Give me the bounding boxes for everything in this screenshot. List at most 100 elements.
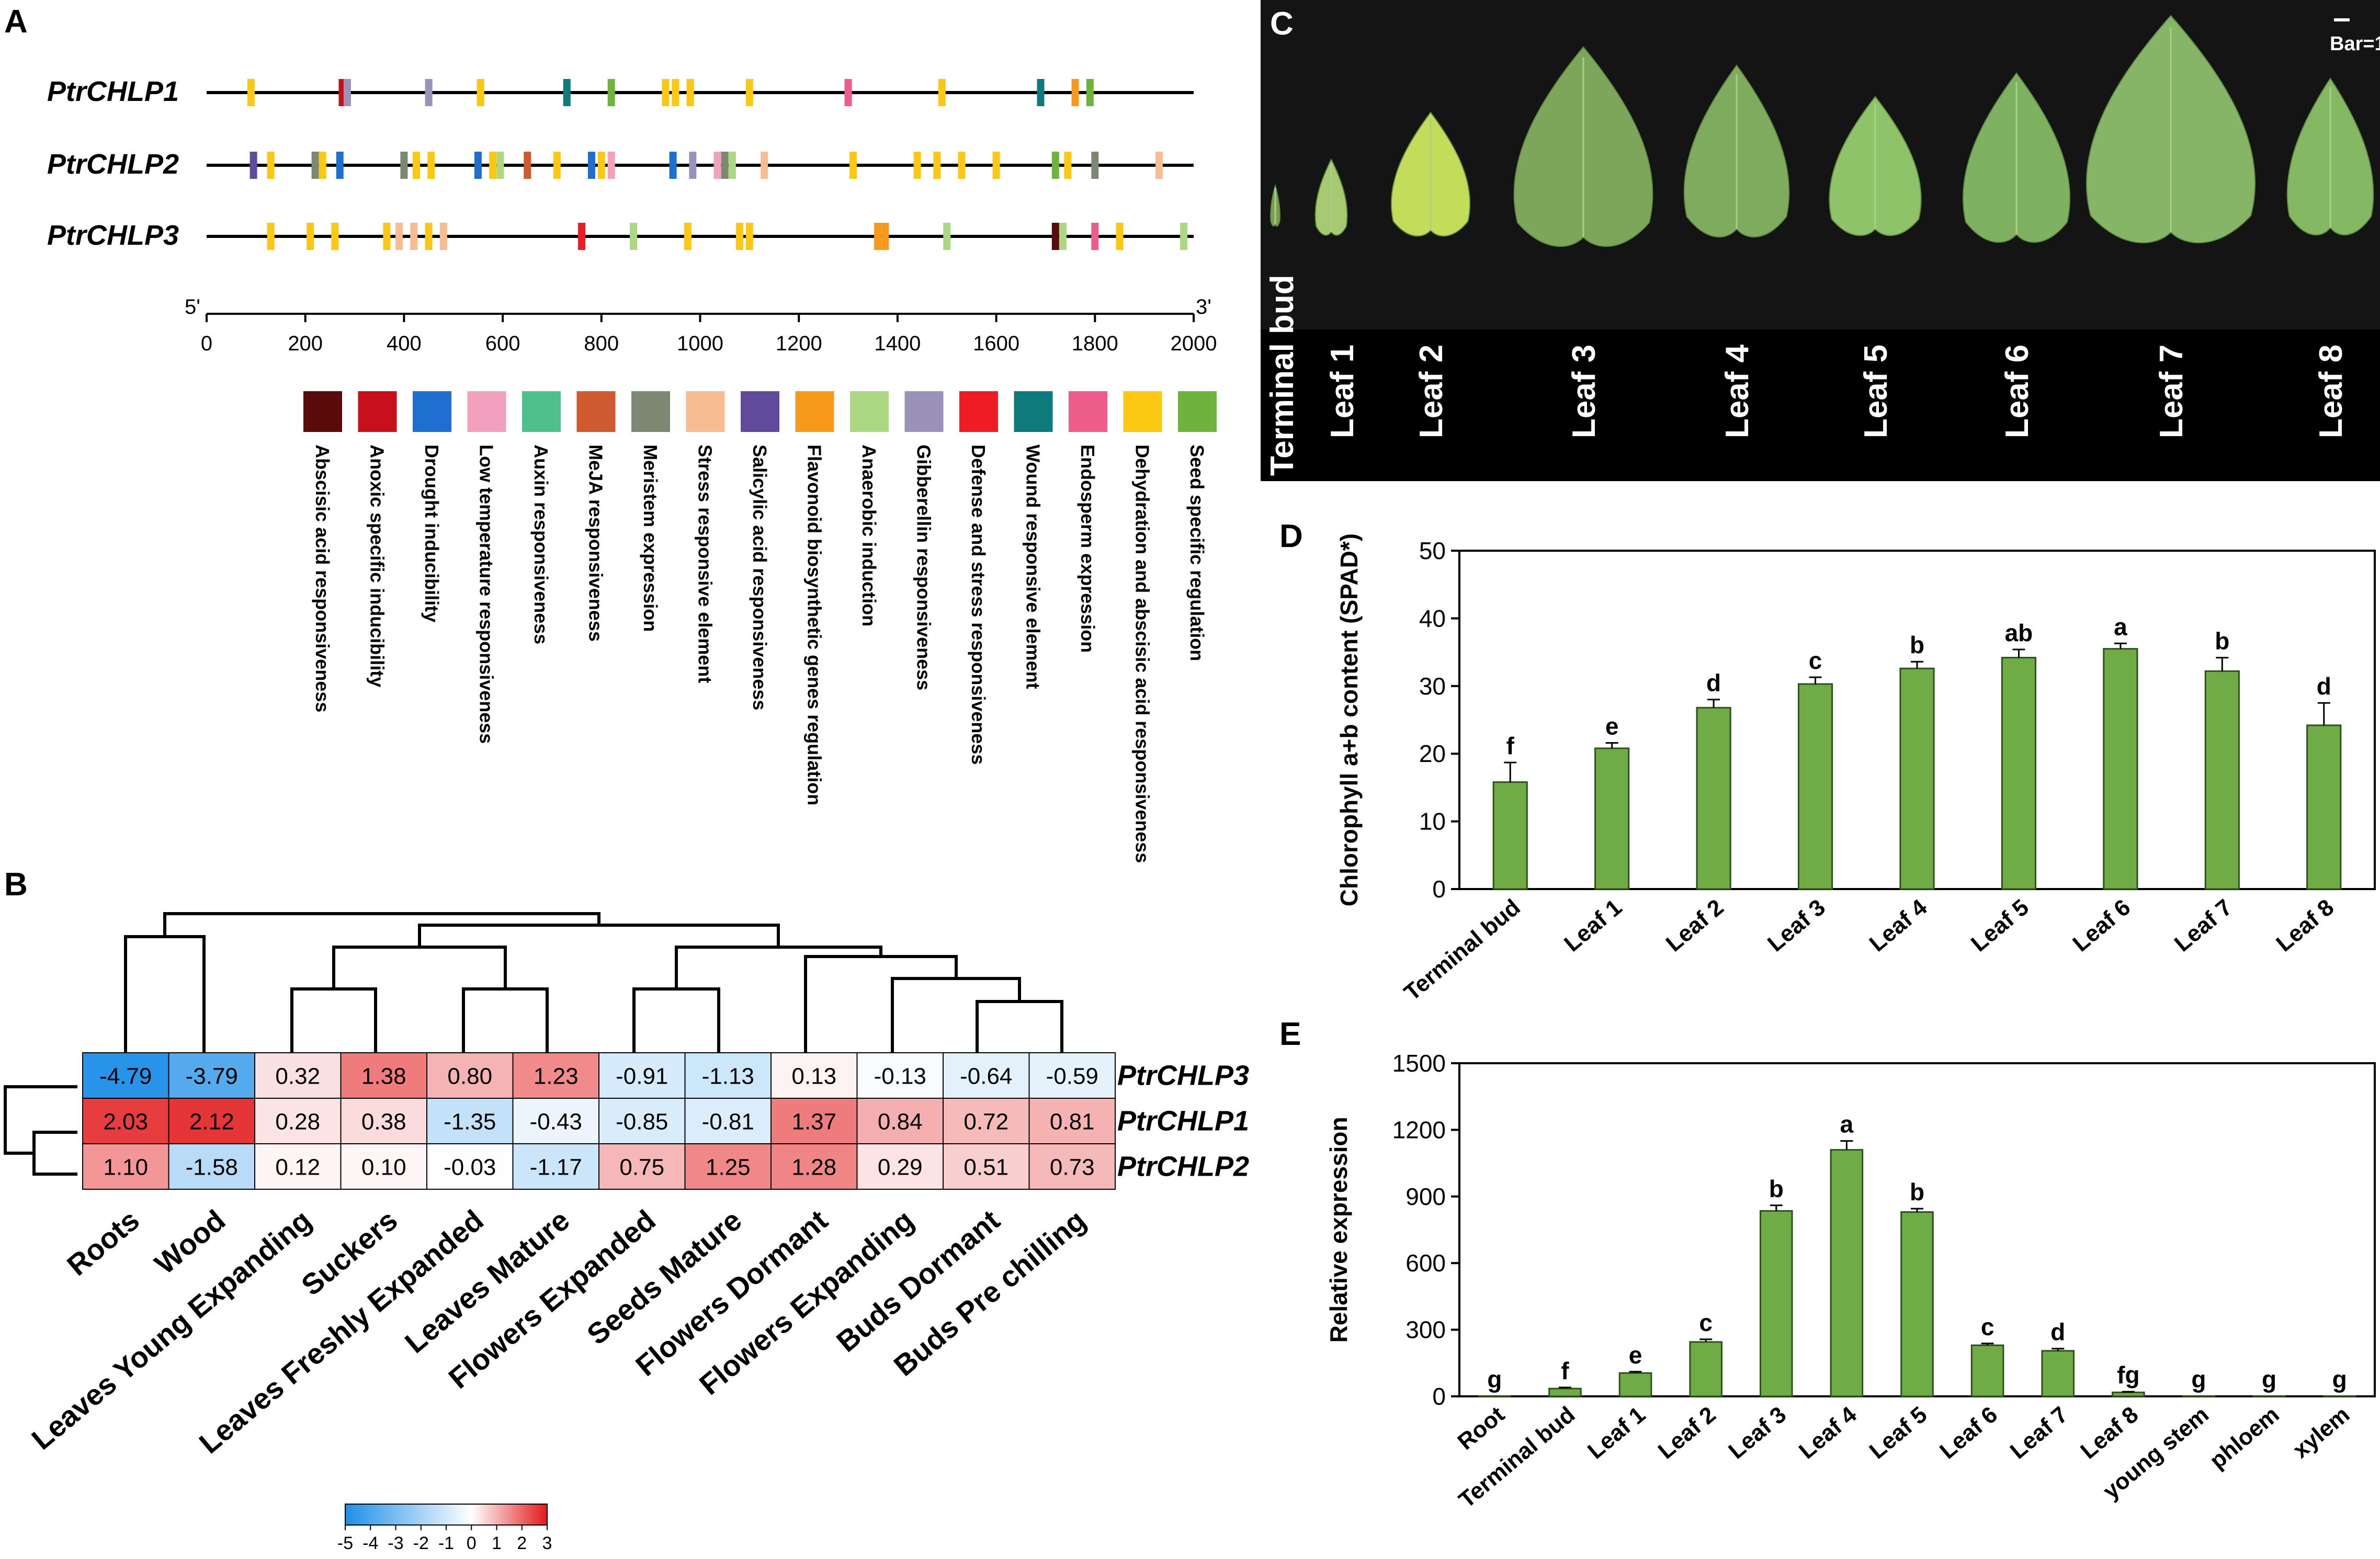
legend-swatch	[576, 391, 616, 432]
scale-bar-label: Bar=1cm	[2330, 33, 2380, 55]
dendro-root	[163, 912, 600, 937]
heatmap-cell	[512, 1143, 599, 1190]
legend-label: Low temperature responsiveness	[476, 445, 497, 744]
heatmap-cell	[512, 1052, 599, 1099]
cis-element-mark	[745, 79, 753, 106]
heatmap-cell	[426, 1052, 514, 1099]
heatmap-value: -4.79	[99, 1064, 152, 1089]
panel-b-letter: B	[4, 867, 28, 903]
x-tick-label: Terminal bud	[1399, 894, 1525, 1006]
cis-element-mark	[684, 223, 692, 250]
x-tick-label: Leaf 2	[1653, 1402, 1721, 1464]
legend-label: Gibberellin responsiveness	[913, 445, 935, 690]
significance-letter: c	[1809, 647, 1822, 674]
dendro-chlp3	[4, 1085, 77, 1155]
cis-element-mark	[1091, 152, 1099, 179]
heatmap-value: 0.75	[619, 1155, 664, 1180]
dendro-flowers-group	[675, 946, 882, 989]
significance-letter: d	[2050, 1318, 2065, 1346]
panel-b: B -4.79 -3.79 0.32 1.38 0.80 1.23 -0.91 -1.13 0.…	[4, 867, 1249, 1553]
x-tick-label: Leaf 5	[1966, 894, 2034, 957]
heatmap-cell	[684, 1098, 772, 1144]
x-tick-label: Leaf 1	[1583, 1402, 1650, 1464]
legend-label: Endosperm expression	[1077, 445, 1098, 653]
leaf-label: Leaf 4	[1719, 344, 1755, 438]
heatmap-value: -0.59	[1046, 1064, 1098, 1089]
leaf-label: Terminal bud	[1264, 275, 1300, 476]
significance-letter: g	[2332, 1366, 2347, 1393]
heatmap-cell	[943, 1143, 1030, 1190]
legend-swatch	[795, 391, 834, 432]
bar	[1899, 667, 1935, 890]
cis-element-mark	[474, 152, 482, 179]
panel-e-letter: E	[1279, 1016, 1301, 1052]
bar	[1759, 1210, 1793, 1397]
heatmap-gene-label: PtrCHLP2	[1117, 1151, 1249, 1182]
heatmap-value: 1.23	[534, 1064, 579, 1089]
cis-element-mark	[881, 223, 889, 250]
heatmap-cell	[598, 1052, 686, 1099]
heatmap-cell	[943, 1098, 1030, 1144]
scale-start-label: 5'	[185, 295, 200, 318]
heatmap-value: -0.81	[702, 1109, 754, 1135]
heatmap-cell	[770, 1098, 858, 1144]
legend-label: MeJA responsiveness	[585, 445, 607, 642]
cis-element-mark	[721, 152, 729, 179]
colorbar	[345, 1504, 548, 1526]
heatmap-value: 0.28	[275, 1109, 320, 1135]
cis-element-mark	[1116, 223, 1124, 250]
heatmap-value: -1.35	[444, 1109, 496, 1135]
cis-element-mark	[849, 152, 857, 179]
heatmap-cell	[512, 1098, 599, 1144]
legend-swatch	[741, 391, 779, 432]
heatmap-value: -1.17	[530, 1155, 582, 1180]
bar	[1689, 1341, 1722, 1397]
significance-letter: ab	[2005, 619, 2033, 646]
heatmap-tissue-label: Roots	[61, 1203, 145, 1282]
bar	[1696, 707, 1731, 890]
bar	[2204, 670, 2240, 890]
heatmap-cell	[1028, 1143, 1116, 1190]
y-tick-label: 30	[1419, 673, 1446, 700]
x-tick-label: Leaf 3	[1724, 1402, 1791, 1464]
cis-element-mark	[489, 152, 497, 179]
cis-element-mark	[1059, 223, 1067, 250]
dendro-right-group	[418, 924, 780, 947]
x-tick-label: Leaf 2	[1661, 894, 1729, 957]
cis-element-mark	[1155, 152, 1163, 179]
dendro-chlp1-chlp2	[32, 1131, 77, 1176]
legend-label: Auxin responsiveness	[530, 445, 552, 644]
leaf-label: Leaf 3	[1566, 345, 1602, 438]
y-axis-label: Chlorophyll a+b content (SPAD*)	[1335, 533, 1363, 906]
panel-a: A PtrCHLP1 PtrCHLP2 PtrCHLP3 5' 3' 0 200 400 60…	[4, 4, 1217, 863]
significance-letter: c	[1981, 1313, 1994, 1340]
gene-label-ptrchlp3: PtrCHLP3	[47, 220, 179, 251]
cis-element-mark	[319, 152, 326, 179]
scale-tick-label: 1000	[677, 332, 723, 355]
cis-element-mark	[267, 223, 275, 250]
cis-element-mark	[938, 79, 946, 106]
heatmap-value: -1.13	[702, 1064, 754, 1089]
colorbar-tick-label: 2	[517, 1533, 527, 1553]
legend-swatch	[522, 391, 561, 432]
heatmap-value: 1.28	[791, 1155, 836, 1180]
bar	[1830, 1149, 1864, 1397]
cis-element-mark	[874, 223, 882, 250]
x-tick-label: Leaf 7	[2170, 894, 2237, 957]
heatmap-value: 1.37	[791, 1109, 836, 1135]
heatmap-value: -0.03	[444, 1155, 496, 1180]
bar	[2041, 1350, 2075, 1397]
dendro-fe-sm	[632, 987, 720, 1053]
legend-swatch	[631, 391, 670, 432]
scale-tick-label: 2000	[1171, 332, 1217, 355]
cis-element-mark	[331, 223, 339, 250]
x-tick-label: Leaf 5	[1865, 1402, 1932, 1464]
colorbar-tick-label: -2	[413, 1533, 429, 1553]
bar	[1618, 1372, 1652, 1397]
significance-letter: b	[1769, 1175, 1784, 1202]
cis-element-mark	[477, 79, 484, 106]
y-tick-label: 40	[1419, 605, 1446, 632]
cis-element-mark	[425, 223, 433, 250]
legend-swatch	[467, 391, 506, 432]
